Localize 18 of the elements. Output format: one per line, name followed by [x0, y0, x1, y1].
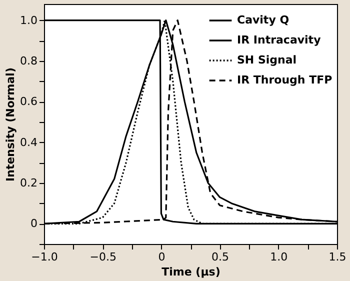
- x-tick-label: 0: [158, 250, 166, 264]
- y-tick-label: 0: [30, 217, 38, 230]
- x-tick-label: −0.5: [90, 250, 116, 264]
- x-tick-label: 0.5: [212, 250, 230, 264]
- x-axis-title: Time (μs): [162, 266, 220, 278]
- y-tick-label: 1.0: [20, 14, 38, 27]
- legend-label: IR Intracavity: [237, 34, 321, 46]
- y-tick-label: 0.6: [20, 95, 38, 108]
- legend-label: SH Signal: [237, 54, 297, 66]
- y-tick-label: 0.8: [20, 54, 38, 68]
- legend-label: IR Through TFP: [237, 74, 332, 86]
- y-tick-label: 0.4: [20, 136, 38, 149]
- x-tick-label: −1.0: [31, 250, 58, 264]
- y-axis-title: Intensity (Normal): [4, 68, 18, 182]
- y-tick-label: 0.2: [20, 176, 38, 190]
- x-tick-label: 1.0: [270, 250, 288, 264]
- x-tick-label: 1.5: [328, 250, 346, 264]
- legend-label: Cavity Q: [237, 14, 290, 26]
